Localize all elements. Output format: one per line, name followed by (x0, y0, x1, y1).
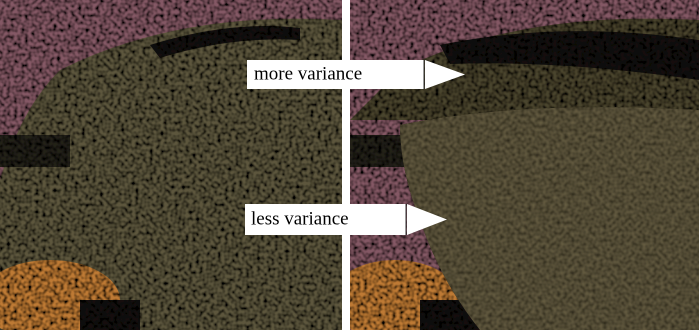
left-image (0, 0, 342, 330)
right-image (330, 0, 699, 330)
page: more variance less variance (() => { con… (0, 0, 699, 330)
figure: more variance less variance (0, 0, 699, 330)
annotation-less: less variance (245, 204, 447, 235)
annotation-label: less variance (251, 208, 349, 229)
annotation-more: more variance (247, 60, 465, 89)
annotation-label: more variance (254, 63, 362, 84)
